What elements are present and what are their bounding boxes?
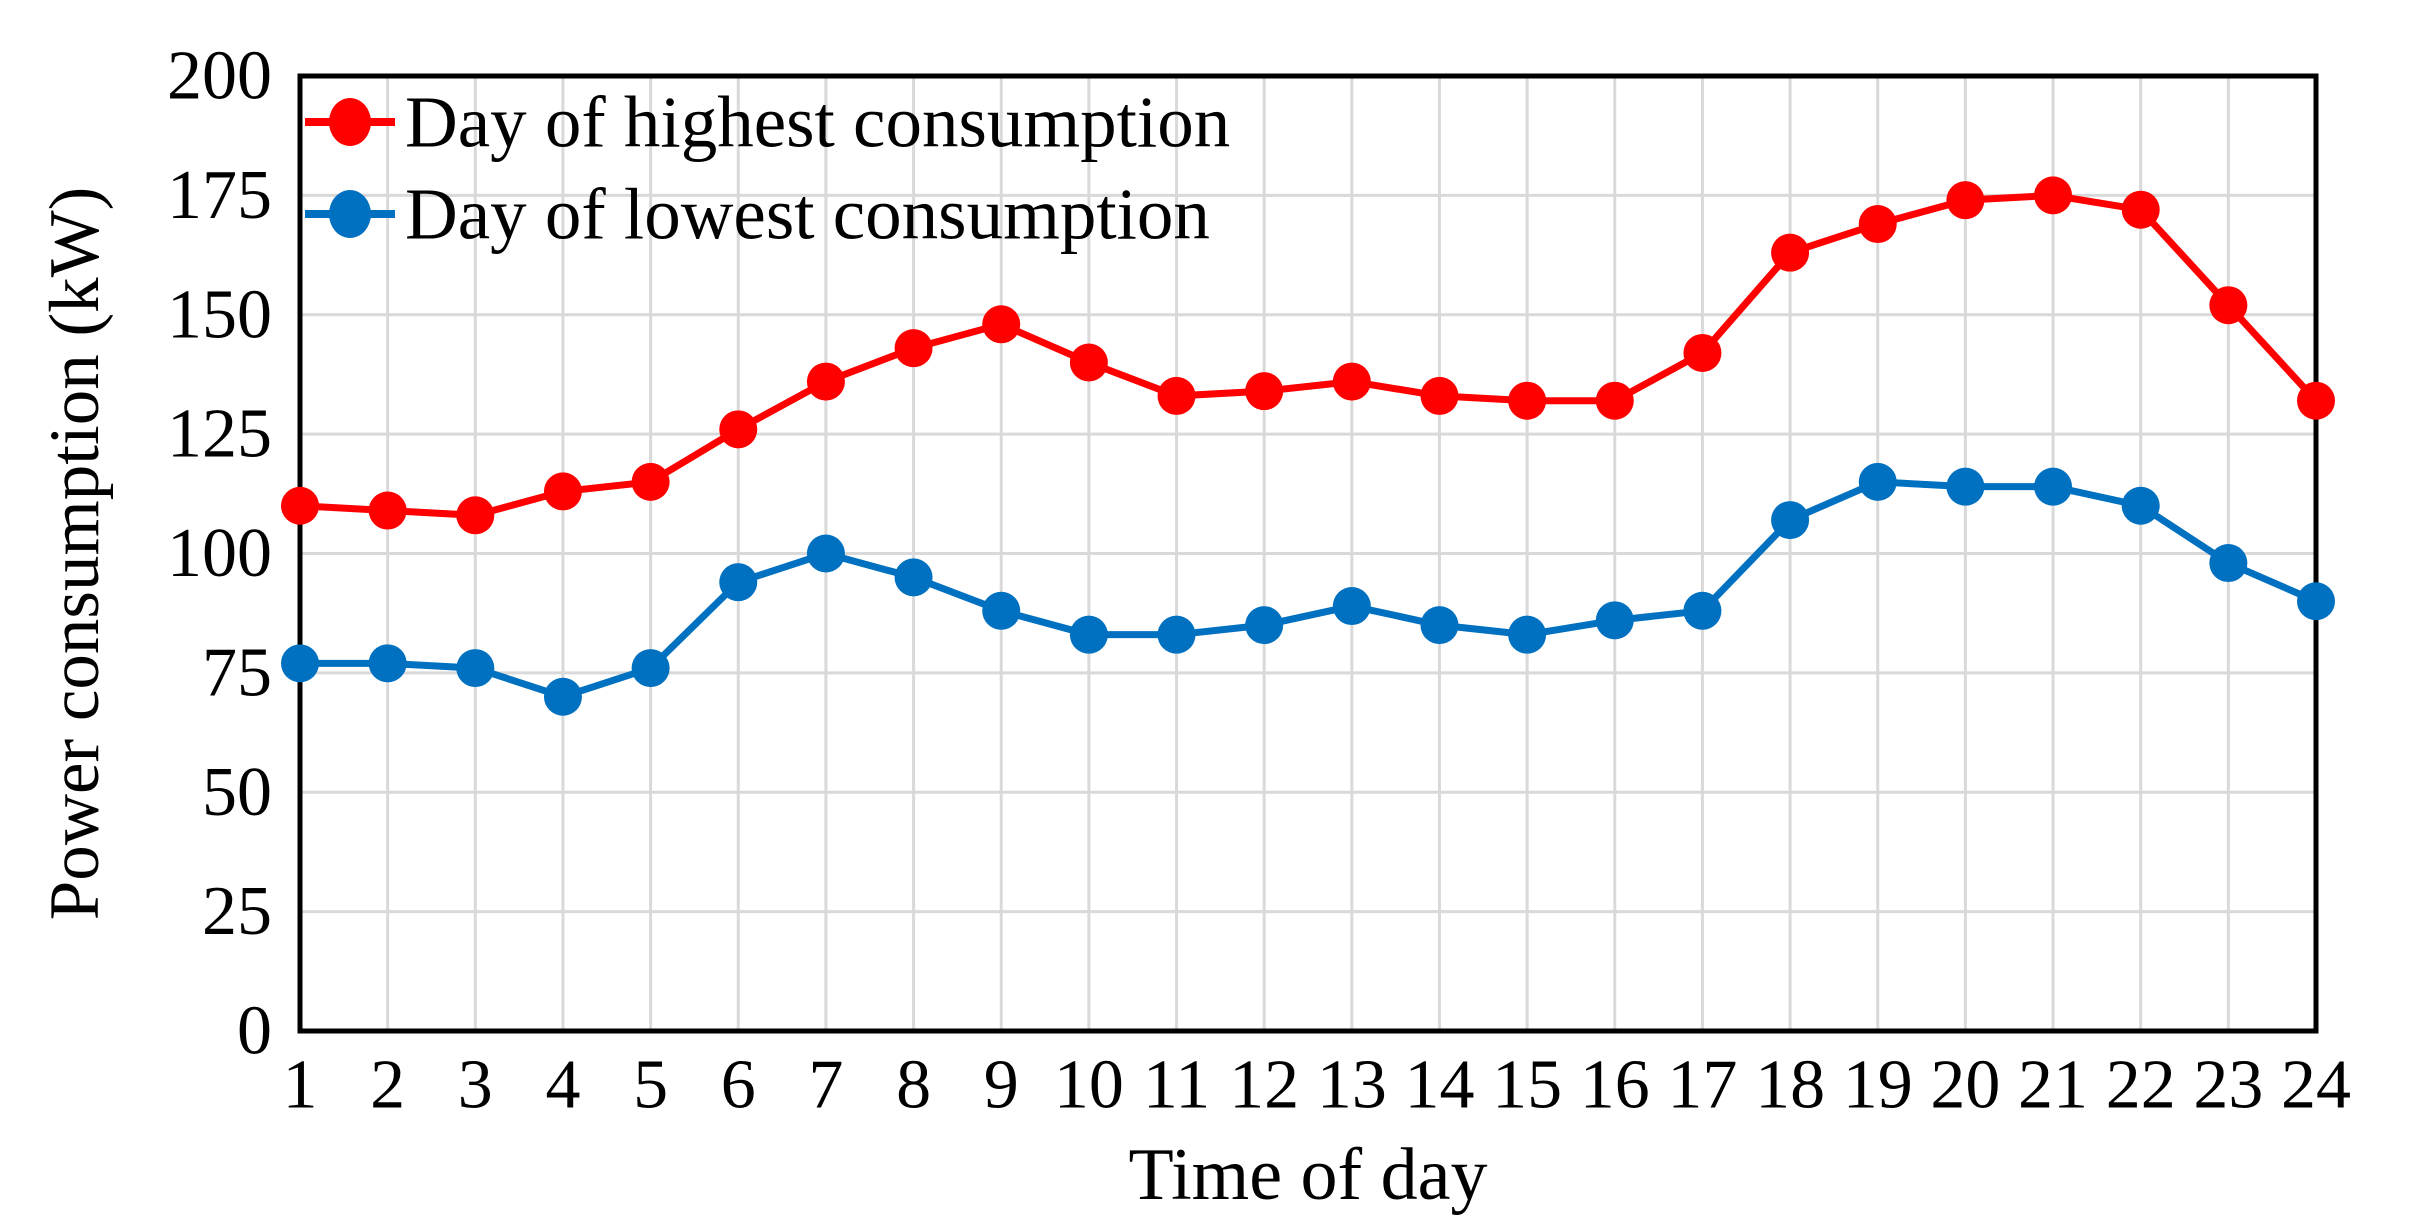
data-point-marker	[982, 591, 1021, 630]
data-point-marker	[456, 496, 495, 535]
data-point-marker	[2034, 176, 2073, 215]
x-tick-label: 5	[633, 1047, 668, 1124]
x-tick-label: 17	[1667, 1047, 1737, 1124]
x-tick-label: 2	[370, 1047, 405, 1124]
x-tick-label: 1	[283, 1047, 318, 1124]
data-point-marker	[2121, 486, 2160, 525]
y-tick-label: 75	[202, 634, 272, 711]
data-point-marker	[1946, 181, 1985, 220]
x-tick-label: 6	[721, 1047, 756, 1124]
data-point-marker	[1420, 376, 1459, 415]
data-point-marker	[1771, 501, 1810, 540]
data-point-marker	[1157, 376, 1196, 415]
x-axis-title: Time of day	[1128, 1134, 1487, 1216]
plot-border	[297, 73, 2319, 1034]
data-point-marker	[1157, 615, 1196, 654]
data-point-marker	[1595, 601, 1634, 640]
data-point-marker	[2209, 286, 2248, 325]
data-point-marker	[894, 558, 933, 597]
data-point-marker	[806, 362, 845, 401]
data-point-marker	[982, 305, 1021, 344]
legend-label: Day of lowest consumption	[405, 174, 1210, 255]
data-point-marker	[1069, 343, 1108, 382]
y-tick-label: 0	[237, 993, 272, 1070]
x-axis-tick-labels: 1 2 3 4 5 6 7 8 9 10 11 12 13 14 15 16 17 18 19 20 21 22 23 24	[283, 1047, 2352, 1124]
legend-label: Day of highest consumption	[405, 82, 1230, 163]
data-point-marker	[543, 472, 582, 511]
x-tick-label: 19	[1843, 1047, 1913, 1124]
data-point-marker	[1508, 615, 1547, 654]
series-highest	[281, 176, 2335, 535]
data-point-marker	[1332, 362, 1371, 401]
x-tick-label: 15	[1492, 1047, 1562, 1124]
x-tick-label: 14	[1404, 1047, 1474, 1124]
y-axis-title: Power consumption (kW)	[36, 187, 114, 921]
data-point-marker	[1332, 587, 1371, 626]
data-point-marker	[894, 329, 933, 368]
data-point-marker	[281, 486, 319, 525]
series-line	[300, 478, 2318, 701]
x-tick-label: 11	[1143, 1047, 1210, 1124]
x-tick-label: 13	[1317, 1047, 1387, 1124]
x-tick-label: 3	[458, 1047, 493, 1124]
data-point-marker	[631, 649, 670, 688]
data-point-marker	[1595, 381, 1634, 420]
data-point-marker	[1508, 381, 1547, 420]
y-tick-label: 50	[202, 754, 272, 831]
y-axis-tick-labels: 0 25 50 75 100 125 150 175 200	[167, 38, 272, 1070]
data-point-marker	[1858, 205, 1897, 244]
legend-item-lowest: Day of lowest consumption	[305, 174, 1210, 255]
y-tick-label: 125	[167, 396, 272, 473]
data-point-marker	[368, 644, 407, 683]
legend-marker-circle	[329, 190, 371, 238]
y-tick-label: 25	[202, 873, 272, 950]
data-point-marker	[281, 644, 319, 683]
data-point-marker	[2209, 544, 2248, 583]
data-point-marker	[1771, 233, 1810, 272]
data-point-marker	[631, 462, 670, 501]
x-tick-label: 12	[1229, 1047, 1299, 1124]
x-tick-label: 20	[1930, 1047, 2000, 1124]
data-point-marker	[2034, 467, 2073, 506]
x-tick-label: 18	[1755, 1047, 1825, 1124]
x-tick-label: 9	[984, 1047, 1019, 1124]
x-tick-label: 10	[1054, 1047, 1124, 1124]
y-tick-label: 200	[167, 38, 272, 115]
x-tick-label: 4	[545, 1047, 580, 1124]
data-point-marker	[1946, 467, 1985, 506]
data-point-marker	[1245, 606, 1284, 645]
y-tick-label: 175	[167, 157, 272, 234]
legend-marker-circle	[329, 98, 371, 146]
data-point-marker	[1683, 333, 1722, 372]
data-point-marker	[1858, 462, 1897, 501]
data-point-marker	[2121, 190, 2160, 229]
data-point-marker	[719, 410, 758, 449]
data-point-marker	[1683, 591, 1722, 630]
data-point-marker	[456, 649, 495, 688]
data-point-marker	[1245, 372, 1284, 411]
y-tick-label: 100	[167, 515, 272, 592]
x-tick-label: 23	[2193, 1047, 2263, 1124]
x-tick-label: 22	[2106, 1047, 2176, 1124]
x-tick-label: 16	[1580, 1047, 1650, 1124]
x-tick-label: 8	[896, 1047, 931, 1124]
series-lowest	[281, 462, 2335, 716]
x-tick-label: 7	[808, 1047, 843, 1124]
data-point-marker	[1420, 606, 1459, 645]
x-tick-label: 24	[2281, 1047, 2351, 1124]
x-tick-label: 21	[2018, 1047, 2088, 1124]
data-point-marker	[2297, 381, 2335, 420]
data-point-marker	[719, 563, 758, 602]
data-point-marker	[1069, 615, 1108, 654]
legend-item-highest: Day of highest consumption	[305, 82, 1230, 163]
data-point-marker	[543, 677, 582, 716]
data-point-marker	[368, 491, 407, 530]
y-tick-label: 150	[167, 276, 272, 353]
data-point-marker	[806, 534, 845, 573]
data-point-marker	[2297, 582, 2335, 621]
